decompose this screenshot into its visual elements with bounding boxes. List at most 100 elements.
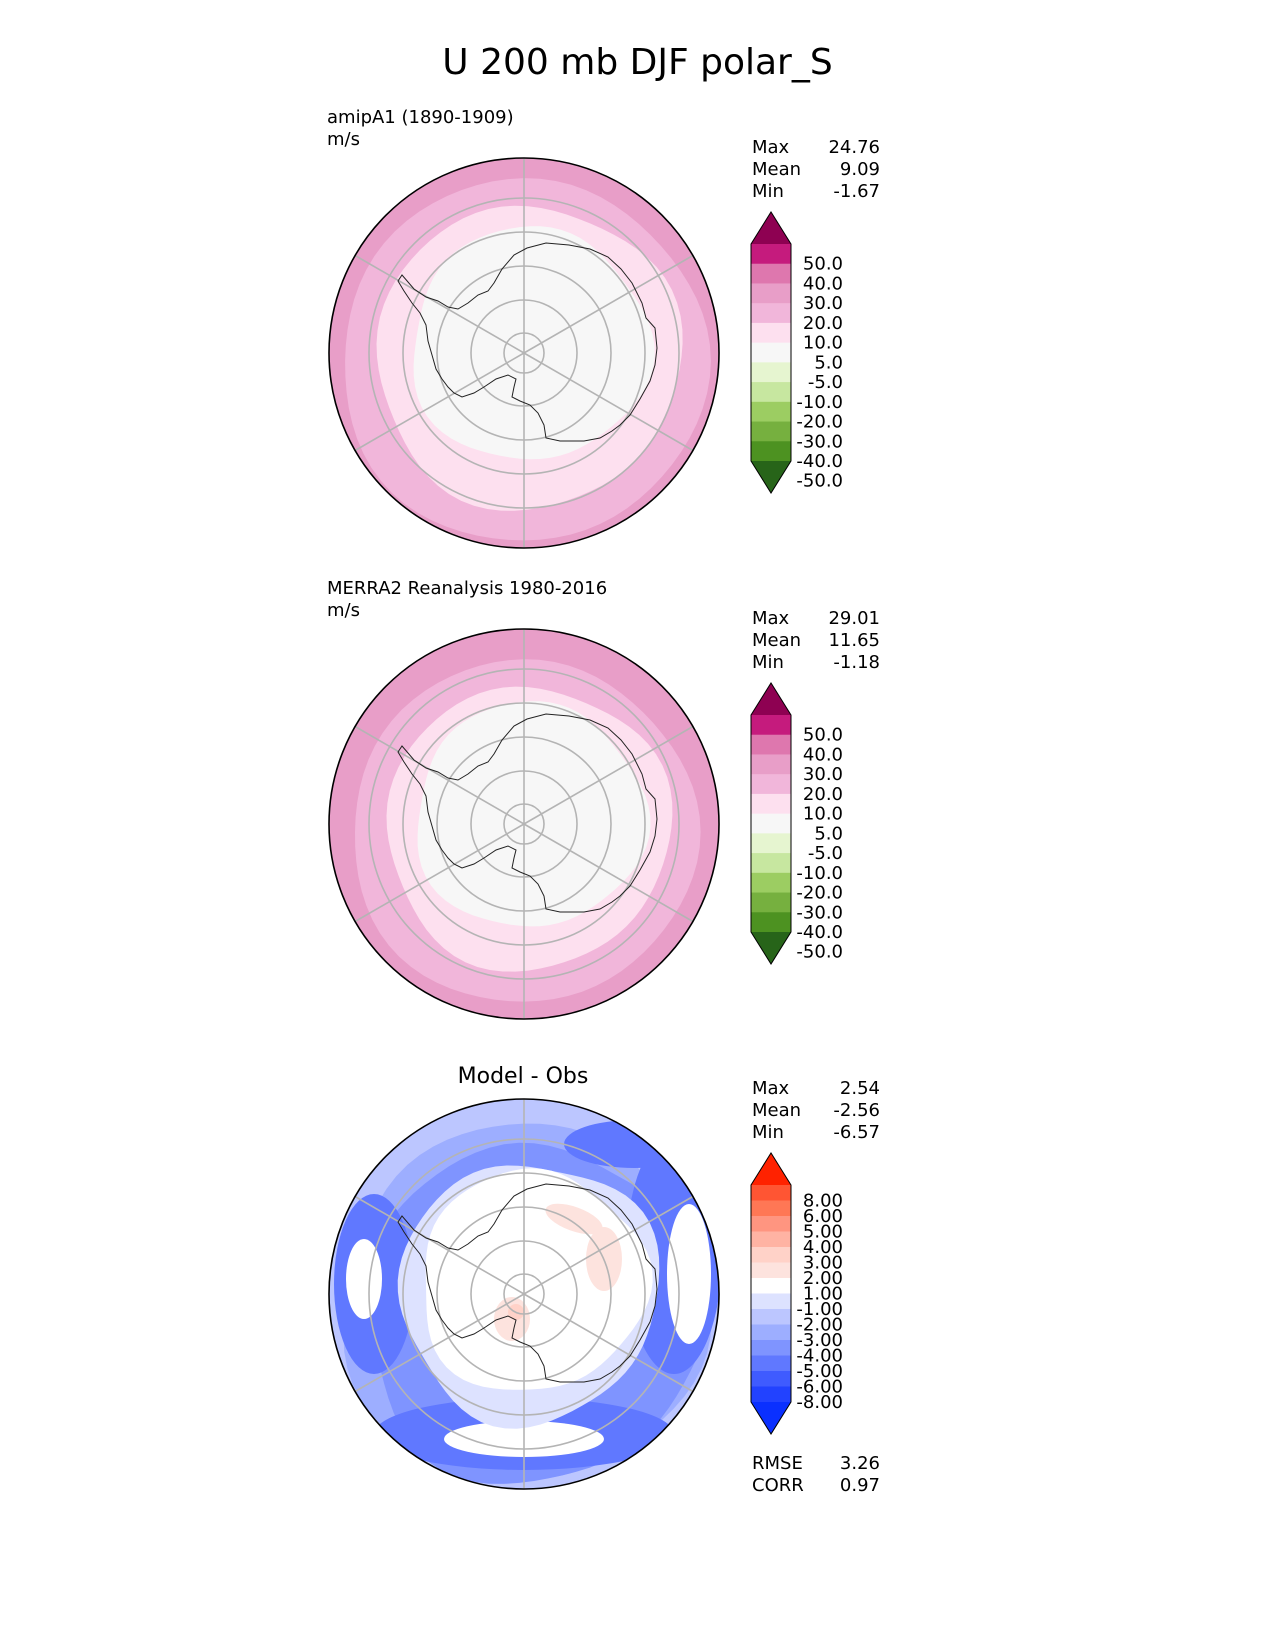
field-band bbox=[417, 701, 651, 927]
stat-rmse: RMSE 3.26 bbox=[752, 1453, 880, 1475]
colorbar-tick-label: 30.0 bbox=[803, 764, 843, 785]
colorbar-segment bbox=[751, 872, 791, 894]
stat-value: 2.54 bbox=[839, 1078, 880, 1099]
colorbar-tick-label: 40.0 bbox=[803, 744, 843, 765]
meridian-line bbox=[354, 254, 525, 354]
colorbar-tick-label: -40.0 bbox=[796, 922, 843, 943]
map-field bbox=[329, 629, 719, 1019]
colorbar-segment bbox=[751, 774, 791, 795]
colorbar-tick-label: 5.0 bbox=[814, 352, 843, 373]
colorbar-segment bbox=[751, 1309, 791, 1325]
stat-label: Mean bbox=[752, 1100, 802, 1121]
colorbar-tick-label: 5.00 bbox=[803, 1222, 843, 1243]
colorbar-tick-label: -20.0 bbox=[796, 412, 843, 433]
colorbar-segment bbox=[751, 793, 791, 815]
positive-anomaly bbox=[545, 1203, 603, 1235]
colorbar-tick-label: -40.0 bbox=[796, 451, 843, 472]
stat-label: Max bbox=[752, 137, 790, 158]
colorbar-segment bbox=[751, 754, 791, 775]
stat-label: Mean bbox=[752, 159, 802, 180]
colorbar-segment bbox=[751, 813, 791, 834]
stat-label: Min bbox=[752, 1122, 784, 1143]
panel-2-stats: Max 29.01 Mean 11.65 Min -1.18 bbox=[752, 608, 880, 674]
meridian-line bbox=[523, 1195, 694, 1295]
colorbar-tick-label: 50.0 bbox=[803, 725, 843, 746]
colorbar-segment bbox=[751, 1200, 791, 1217]
colorbar-segment bbox=[751, 1262, 791, 1279]
colorbar-tick-label: 20.0 bbox=[803, 784, 843, 805]
meridian-line bbox=[354, 725, 525, 825]
colorbar-tick-label: -20.0 bbox=[796, 883, 843, 904]
colorbar-segment bbox=[751, 441, 791, 462]
panel-2-colorbar: 50.040.030.020.010.05.0-5.0-10.0-20.0-30… bbox=[750, 682, 843, 965]
field-band bbox=[346, 1239, 382, 1319]
colorbar-extend-top bbox=[751, 212, 791, 244]
map-boundary bbox=[328, 628, 720, 1020]
colorbar-segment bbox=[751, 283, 791, 304]
stat-mean: Mean 9.09 bbox=[752, 159, 880, 181]
stat-value: 11.65 bbox=[828, 630, 880, 651]
colorbar-segment bbox=[751, 734, 791, 755]
colorbar-segment bbox=[751, 1386, 791, 1403]
stat-value: 29.01 bbox=[828, 608, 880, 629]
antarctica-coastline bbox=[397, 242, 658, 442]
panel-3-polar-map bbox=[328, 1098, 720, 1490]
meridian-line bbox=[523, 352, 694, 452]
colorbar-segment bbox=[751, 244, 791, 265]
stat-value: -1.67 bbox=[833, 181, 880, 202]
panel-2-title-line-1: MERRA2 Reanalysis 1980-2016 bbox=[327, 578, 608, 599]
meridian-line bbox=[523, 254, 694, 354]
colorbar-segment bbox=[751, 1355, 791, 1372]
colorbar-tick-label: -30.0 bbox=[796, 431, 843, 452]
colorbar-tick-label: 30.0 bbox=[803, 293, 843, 314]
stat-label: Min bbox=[752, 652, 784, 673]
colorbar-tick-label: -3.00 bbox=[796, 1330, 843, 1351]
colorbar-outline bbox=[750, 682, 792, 965]
stat-value: -1.18 bbox=[833, 652, 880, 673]
field-band bbox=[667, 1204, 711, 1344]
colorbar-tick-label: 40.0 bbox=[803, 273, 843, 294]
stat-mean: Mean -2.56 bbox=[752, 1100, 880, 1122]
colorbar-segment bbox=[751, 362, 791, 383]
antarctica-coastline bbox=[397, 1183, 658, 1383]
meridian-line bbox=[354, 823, 525, 923]
colorbar-tick-label: -50.0 bbox=[796, 471, 843, 492]
stat-max: Max 29.01 bbox=[752, 608, 880, 630]
colorbar-tick-label: -5.00 bbox=[796, 1361, 843, 1382]
colorbar-tick-label: 2.00 bbox=[803, 1268, 843, 1289]
colorbar-segment bbox=[751, 421, 791, 442]
colorbar-segment bbox=[751, 322, 791, 344]
panel-3-colorbar: 8.006.005.004.003.002.001.00-1.00-2.00-3… bbox=[750, 1152, 843, 1435]
colorbar-tick-label: -5.0 bbox=[808, 843, 843, 864]
stat-min: Min -1.67 bbox=[752, 181, 880, 203]
stat-min: Min -1.18 bbox=[752, 652, 880, 674]
colorbar-extend-bottom bbox=[751, 1402, 791, 1434]
stat-label: CORR bbox=[752, 1475, 804, 1496]
colorbar-segment bbox=[751, 1185, 791, 1201]
colorbar-extend-bottom bbox=[751, 461, 791, 493]
meridian-line bbox=[354, 1293, 525, 1393]
colorbar-segment bbox=[751, 401, 791, 423]
colorbar-tick-label: 50.0 bbox=[803, 254, 843, 275]
stat-value: 0.97 bbox=[839, 1475, 880, 1496]
meridian-line bbox=[523, 725, 694, 825]
colorbar-tick-label: -5.0 bbox=[808, 372, 843, 393]
map-field bbox=[329, 1099, 719, 1489]
colorbar-tick-label: 10.0 bbox=[803, 333, 843, 354]
colorbar-segment bbox=[751, 892, 791, 913]
colorbar-segment bbox=[751, 1324, 791, 1341]
colorbar-segment bbox=[751, 1293, 791, 1310]
colorbar-tick-label: -6.00 bbox=[796, 1377, 843, 1398]
meridian-line bbox=[523, 823, 694, 923]
colorbar-segment bbox=[751, 833, 791, 854]
colorbar-segment bbox=[751, 1216, 791, 1232]
figure-title: U 200 mb DJF polar_S bbox=[442, 42, 833, 83]
colorbar-tick-label: -8.00 bbox=[796, 1392, 843, 1413]
stat-value: 9.09 bbox=[839, 159, 880, 180]
panel-3-stats: Max 2.54 Mean -2.56 Min -6.57 bbox=[752, 1078, 880, 1144]
colorbar-segment bbox=[751, 342, 791, 363]
panel-3-error-stats: RMSE 3.26 CORR 0.97 bbox=[752, 1453, 880, 1497]
stat-value: -6.57 bbox=[833, 1122, 880, 1143]
panel-3-title: Model - Obs bbox=[457, 1064, 589, 1089]
meridian-line bbox=[523, 1293, 694, 1393]
